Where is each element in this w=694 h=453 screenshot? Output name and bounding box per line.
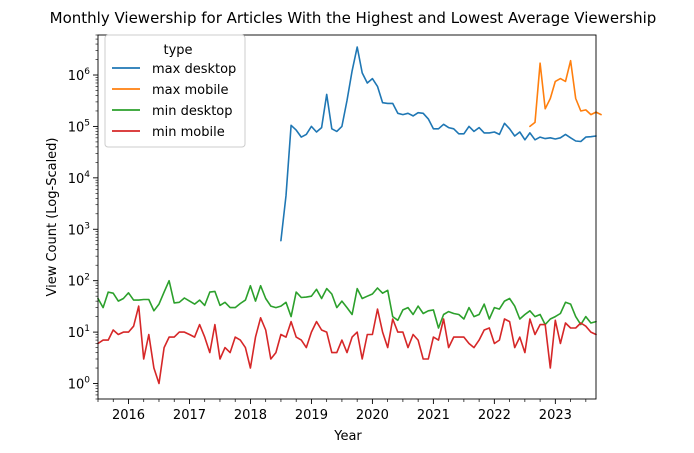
x-tick-label: 2020 <box>356 408 389 423</box>
y-tick-label: 104 <box>68 170 91 187</box>
series-line-min-mobile <box>97 305 597 385</box>
series-line-min-desktop <box>97 279 597 329</box>
legend-label: max desktop <box>152 62 236 77</box>
legend-label: min desktop <box>152 104 233 119</box>
y-tick-label: 106 <box>68 67 91 84</box>
y-tick-label: 105 <box>68 118 90 135</box>
y-tick-label: 103 <box>68 221 90 238</box>
y-tick-base: 10 <box>68 172 85 187</box>
legend-label: min mobile <box>152 125 225 140</box>
y-tick-label: 100 <box>68 376 91 393</box>
y-tick-exponent: 1 <box>84 324 90 334</box>
y-tick-exponent: 2 <box>84 273 90 283</box>
x-tick-label: 2017 <box>173 408 206 423</box>
series-line-max-mobile <box>529 59 602 128</box>
x-axis: 2016 2017 2018 2019 2020 2021 2022 2023 <box>97 399 587 423</box>
y-tick-base: 10 <box>68 120 85 135</box>
y-tick-exponent: 5 <box>84 118 90 128</box>
y-tick-exponent: 0 <box>84 376 90 386</box>
legend-label: max mobile <box>152 83 229 98</box>
legend: type max desktop max mobile min desktop min… <box>104 34 246 148</box>
y-tick-base: 10 <box>68 69 85 84</box>
y-tick-exponent: 3 <box>84 221 90 231</box>
y-axis-label: View Count (Log-Scaled) <box>45 137 60 296</box>
x-tick-label: 2016 <box>112 408 145 423</box>
series-line-max-desktop <box>280 46 597 242</box>
y-tick-label: 101 <box>68 324 90 341</box>
x-tick-label: 2019 <box>295 408 328 423</box>
y-tick-base: 10 <box>68 223 85 238</box>
y-tick-base: 10 <box>68 378 85 393</box>
plot-frame <box>97 34 597 400</box>
y-tick-label: 102 <box>68 273 90 290</box>
x-tick-label: 2022 <box>478 408 511 423</box>
y-tick-base: 10 <box>68 326 85 341</box>
legend-box <box>104 34 246 148</box>
chart-title: Monthly Viewership for Articles With the… <box>50 9 657 27</box>
plot-lines <box>97 46 602 385</box>
x-tick-label: 2018 <box>234 408 267 423</box>
y-tick-exponent: 4 <box>84 170 90 180</box>
legend-title: type <box>163 43 192 58</box>
y-tick-base: 10 <box>68 275 85 290</box>
x-tick-label: 2023 <box>539 408 572 423</box>
x-axis-label: Year <box>333 429 362 444</box>
y-tick-exponent: 6 <box>84 67 90 77</box>
x-tick-label: 2021 <box>417 408 450 423</box>
